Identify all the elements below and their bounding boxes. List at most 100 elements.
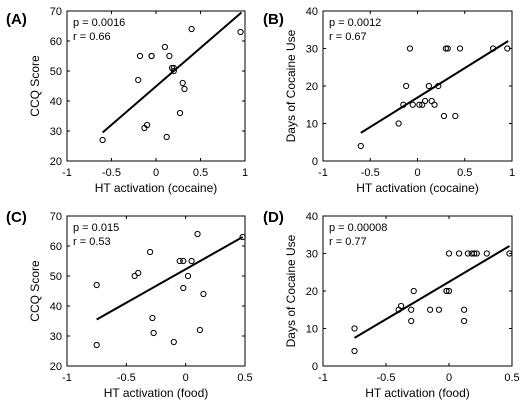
data-point xyxy=(409,101,416,108)
data-point xyxy=(188,257,195,265)
data-point xyxy=(452,112,459,120)
y-tick-label: 60 xyxy=(50,36,62,48)
chart-panel: (C) -1 -0.5 0 0.5 20 30 40 50 60 70 HT activation (… xyxy=(6,209,253,400)
data-point xyxy=(483,250,490,257)
data-point xyxy=(148,52,155,60)
panel-label: (A) xyxy=(6,11,27,28)
r-value-text: r = 0.67 xyxy=(329,31,367,43)
data-point xyxy=(149,314,156,322)
y-tick-label: 40 xyxy=(50,96,62,108)
y-tick-label: 70 xyxy=(50,6,62,18)
y-tick-label: 40 xyxy=(306,6,318,18)
data-point xyxy=(440,112,448,120)
chart-panel: (D) -1 -0.5 0 0.5 0 10 20 30 40 HT activation (foo… xyxy=(263,209,520,400)
data-point xyxy=(461,317,468,325)
regression-line xyxy=(96,236,244,321)
data-point xyxy=(461,306,468,313)
data-point xyxy=(464,250,471,257)
data-point xyxy=(135,76,142,84)
x-axis-label: HT activation (food) xyxy=(104,386,209,400)
data-point xyxy=(406,45,414,52)
y-tick-label: 50 xyxy=(50,271,62,283)
data-point xyxy=(456,45,464,52)
p-value-text: p = 0.015 xyxy=(73,222,119,234)
regression-line xyxy=(353,245,510,339)
data-point xyxy=(455,250,463,257)
y-tick-label: 70 xyxy=(50,211,62,223)
data-point xyxy=(398,302,405,310)
data-point xyxy=(176,257,183,265)
y-tick-label: 0 xyxy=(312,156,318,168)
regression-line xyxy=(360,40,509,134)
data-point xyxy=(357,142,364,150)
data-point xyxy=(490,45,497,52)
y-axis-label: Days of Cocaine Use xyxy=(284,29,298,142)
r-value-text: r = 0.66 xyxy=(73,31,111,43)
y-tick-label: 30 xyxy=(306,44,318,56)
p-value-text: p = 0.0012 xyxy=(329,17,381,29)
x-tick-label: 0.5 xyxy=(237,372,252,384)
data-point xyxy=(168,64,176,72)
x-tick-label: 0.5 xyxy=(457,167,472,179)
y-tick-label: 30 xyxy=(50,126,62,138)
data-point xyxy=(435,306,443,313)
x-axis-label: HT activation (food) xyxy=(365,386,470,400)
data-point xyxy=(163,133,170,141)
x-tick-label: 1 xyxy=(509,167,515,179)
data-point xyxy=(170,64,177,72)
data-point xyxy=(416,101,423,108)
data-point xyxy=(170,67,177,75)
data-point xyxy=(351,325,358,332)
data-point xyxy=(144,121,151,129)
data-point xyxy=(403,82,410,90)
panel-label: (B) xyxy=(263,11,284,28)
data-point xyxy=(200,290,207,298)
data-point xyxy=(351,347,358,355)
data-point xyxy=(180,257,187,265)
x-tick-label: -0.5 xyxy=(361,167,380,179)
data-point xyxy=(410,287,417,295)
data-point xyxy=(161,43,168,51)
data-point xyxy=(93,281,100,289)
y-tick-label: 10 xyxy=(306,324,318,336)
p-value-text: p = 0.0016 xyxy=(73,17,125,29)
x-axis-label: HT activation (cocaine) xyxy=(95,181,218,195)
r-value-text: r = 0.53 xyxy=(73,236,111,248)
data-point xyxy=(400,101,407,108)
x-tick-label: -1 xyxy=(318,167,328,179)
x-axis-label: HT activation (cocaine) xyxy=(356,181,479,195)
data-point xyxy=(445,287,453,295)
x-tick-label: 0 xyxy=(414,167,420,179)
data-point xyxy=(99,136,106,144)
panel-label: (C) xyxy=(6,209,27,226)
x-tick-label: -1 xyxy=(62,167,72,179)
data-point xyxy=(131,272,138,280)
data-point xyxy=(135,269,142,277)
y-tick-label: 20 xyxy=(306,286,318,298)
y-tick-label: 40 xyxy=(306,211,318,223)
data-point xyxy=(408,317,415,325)
x-tick-label: -1 xyxy=(62,372,72,384)
plot-area-frame xyxy=(66,215,246,367)
data-point xyxy=(196,326,204,334)
y-tick-label: 30 xyxy=(50,331,62,343)
data-point xyxy=(170,338,177,346)
data-point xyxy=(444,45,451,52)
y-axis-label: CCQ Score xyxy=(28,55,42,117)
data-point xyxy=(93,341,100,349)
y-tick-label: 40 xyxy=(50,301,62,313)
data-point xyxy=(442,45,449,52)
y-tick-label: 20 xyxy=(50,361,62,373)
y-tick-label: 20 xyxy=(306,81,318,93)
x-tick-label: 0 xyxy=(446,372,452,384)
data-point xyxy=(184,272,192,280)
r-value-text: r = 0.77 xyxy=(329,236,367,248)
x-tick-label: 0 xyxy=(153,167,159,179)
chart-panel: (A) -1 -0.5 0 0.5 1 20 30 40 50 60 70 HT activation … xyxy=(6,6,248,195)
y-tick-label: 60 xyxy=(50,241,62,253)
data-point xyxy=(239,233,246,241)
data-point xyxy=(181,85,188,93)
x-tick-label: -0.5 xyxy=(377,372,396,384)
